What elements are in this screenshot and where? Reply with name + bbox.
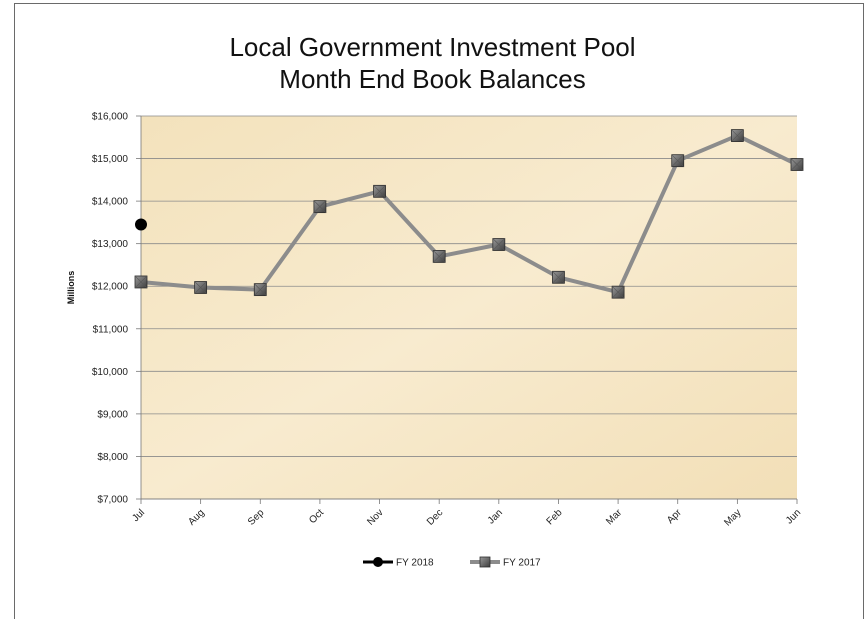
x-tick-label: Mar [604, 507, 624, 527]
marker-facet [432, 250, 446, 263]
x-tick-label: Jul [130, 507, 147, 524]
marker-facet [552, 271, 565, 284]
y-tick-label: $14,000 [92, 197, 129, 208]
legend-marker [373, 557, 383, 567]
x-tick-label: Apr [665, 507, 684, 526]
marker-facet [790, 158, 804, 171]
legend-marker [479, 556, 491, 568]
y-tick-label: $7,000 [97, 495, 128, 506]
y-tick-label: $15,000 [92, 154, 129, 165]
series-line [140, 133, 798, 295]
x-tick-label: Jun [784, 507, 803, 526]
y-tick-label: $8,000 [97, 452, 128, 463]
legend-label: FY 2018 [396, 558, 434, 569]
chart-title: Local Government Investment Pool [229, 32, 636, 62]
x-tick-label: Dec [425, 507, 445, 527]
x-tick-label: Nov [365, 507, 385, 527]
x-tick-label: May [722, 507, 743, 528]
marker-facet [611, 285, 625, 299]
y-tick-label: $16,000 [92, 112, 129, 123]
y-tick-label: $10,000 [92, 367, 129, 378]
marker-facet [492, 238, 506, 251]
legend-label: FY 2017 [503, 558, 541, 569]
marker-facet [373, 185, 386, 198]
data-point [135, 218, 147, 231]
plot-area [141, 116, 797, 499]
marker-facet [134, 275, 148, 289]
x-tick-label: Feb [545, 507, 565, 527]
y-tick-label: $11,000 [93, 324, 129, 335]
x-tick-label: Jan [486, 507, 505, 526]
marker-facet [671, 154, 684, 167]
y-tick-label: $13,000 [92, 239, 129, 250]
x-tick-label: Sep [246, 507, 267, 528]
marker-facet [313, 200, 327, 213]
y-tick-label: $12,000 [92, 282, 129, 293]
x-tick-label: Aug [186, 507, 206, 527]
chart-subtitle: Month End Book Balances [279, 64, 586, 94]
marker-facet [194, 281, 207, 294]
y-tick-label: $9,000 [97, 409, 128, 420]
y-axis-label: Millions [66, 271, 76, 305]
marker-facet [731, 129, 744, 142]
marker-facet [254, 283, 267, 296]
x-tick-label: Oct [307, 507, 326, 526]
